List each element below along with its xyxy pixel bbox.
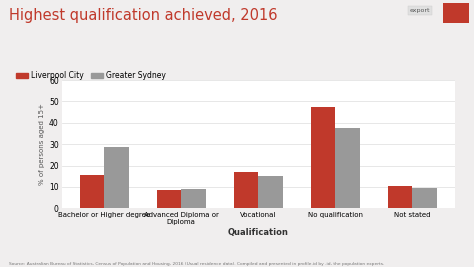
X-axis label: Qualification: Qualification xyxy=(228,228,289,237)
Bar xyxy=(181,189,206,208)
Text: Source: Australian Bureau of Statistics, Census of Population and Housing, 2016 : Source: Australian Bureau of Statistics,… xyxy=(9,262,385,266)
Bar xyxy=(412,188,437,208)
Bar xyxy=(311,107,336,208)
Bar xyxy=(388,186,412,208)
Bar xyxy=(80,175,104,208)
Bar xyxy=(258,176,283,208)
Text: Highest qualification achieved, 2016: Highest qualification achieved, 2016 xyxy=(9,8,278,23)
Bar xyxy=(156,190,181,208)
Bar xyxy=(234,172,258,208)
Bar xyxy=(336,128,360,208)
Legend: Liverpool City, Greater Sydney: Liverpool City, Greater Sydney xyxy=(13,68,169,83)
Bar xyxy=(104,147,129,208)
Y-axis label: % of persons aged 15+: % of persons aged 15+ xyxy=(39,103,45,185)
Text: export: export xyxy=(410,8,430,13)
